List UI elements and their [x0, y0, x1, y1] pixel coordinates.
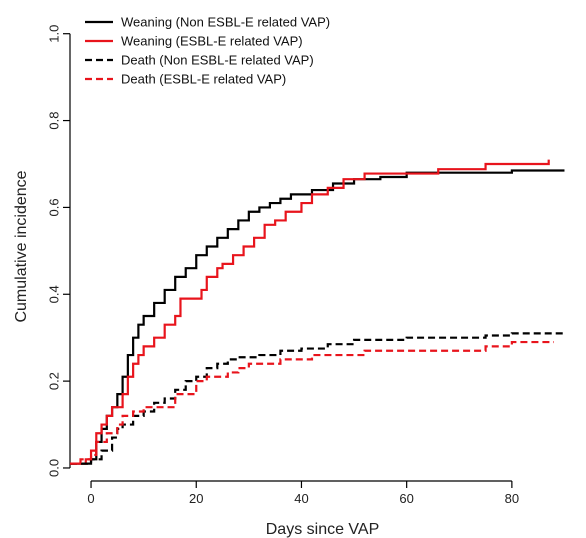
legend-label-4: Death (ESBL-E related VAP) [121, 72, 286, 87]
x-axis-title: Days since VAP [266, 521, 380, 538]
x-ticks: 0 20 40 60 80 [87, 481, 519, 506]
legend: Weaning (Non ESBL-E related VAP) Weaning … [85, 15, 330, 87]
legend-label-3: Death (Non ESBL-E related VAP) [121, 53, 314, 68]
legend-label-1: Weaning (Non ESBL-E related VAP) [121, 15, 330, 30]
y-tick-label: 1.0 [47, 25, 62, 43]
y-tick-label: 0.0 [47, 459, 62, 477]
y-tick-label: 0.6 [47, 198, 62, 216]
x-tick-label: 80 [505, 491, 519, 506]
y-ticks: 0.0 0.2 0.4 0.6 0.8 1.0 [47, 25, 70, 477]
x-tick-label: 0 [87, 491, 94, 506]
series-line-4 [70, 340, 554, 465]
x-tick-label: 60 [399, 491, 413, 506]
axes [69, 33, 512, 482]
x-tick-label: 20 [189, 491, 203, 506]
series-line-1 [70, 169, 565, 465]
y-axis-title: Cumulative incidence [13, 170, 30, 322]
y-tick-label: 0.8 [47, 112, 62, 130]
y-tick-label: 0.4 [47, 285, 62, 303]
series-layer [70, 159, 565, 465]
legend-label-2: Weaning (ESBL-E related VAP) [121, 34, 303, 49]
y-tick-label: 0.2 [47, 372, 62, 390]
x-tick-label: 40 [294, 491, 308, 506]
series-line-2 [70, 159, 550, 465]
